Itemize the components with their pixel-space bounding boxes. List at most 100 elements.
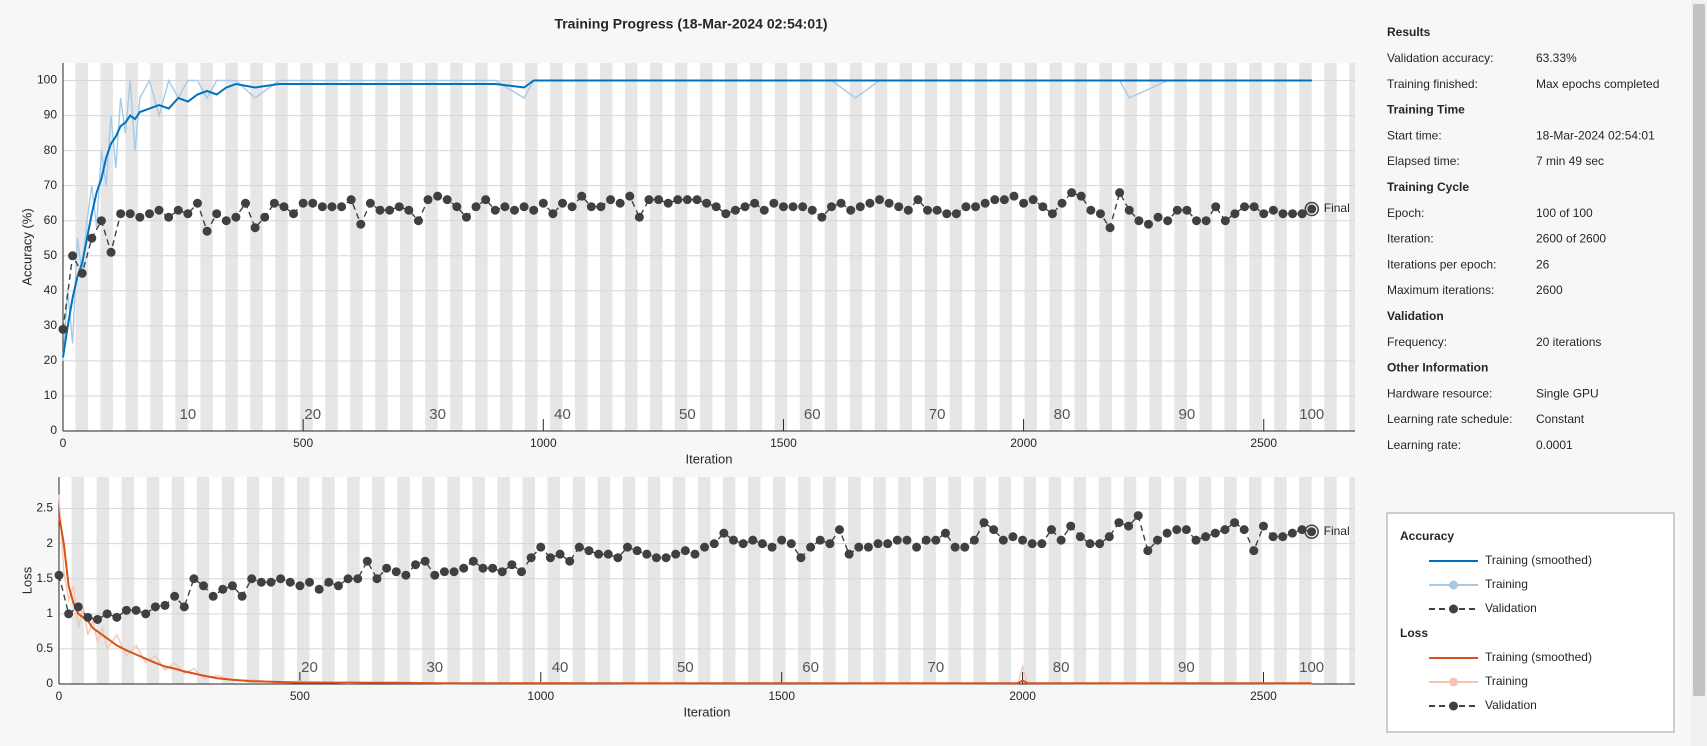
validation-point: [545, 553, 555, 563]
validation-point: [488, 563, 498, 573]
validation-point: [346, 195, 356, 205]
y-tick-label: 60: [44, 213, 58, 227]
validation-point: [394, 202, 404, 212]
epoch-band: [1274, 63, 1287, 431]
epoch-band: [350, 63, 363, 431]
epoch-band: [699, 63, 713, 431]
validation-point: [1018, 535, 1028, 545]
validation-point: [333, 581, 343, 591]
validation-point: [709, 539, 719, 549]
validation-point: [661, 553, 671, 563]
series-line: [62, 79, 1312, 358]
validation-point: [478, 563, 488, 573]
info-label: Learning rate:: [1387, 438, 1461, 452]
validation-point: [989, 525, 999, 535]
validation-point: [1297, 209, 1307, 219]
validation-point: [77, 268, 87, 278]
validation-point: [1287, 528, 1297, 538]
validation-point: [93, 614, 103, 624]
validation-point: [413, 216, 423, 226]
validation-point: [990, 195, 1000, 205]
legend-label: Training (smoothed): [1485, 650, 1592, 664]
validation-point: [961, 202, 971, 212]
validation-point: [815, 535, 825, 545]
validation-point: [594, 549, 604, 559]
validation-point: [420, 556, 430, 566]
validation-point: [529, 205, 539, 215]
validation-point: [227, 581, 237, 591]
validation-point: [740, 202, 750, 212]
epoch-band: [1098, 477, 1112, 684]
epoch-band: [1123, 477, 1137, 684]
validation-point: [411, 560, 421, 570]
epoch-band: [347, 477, 360, 684]
info-value: 100 of 100: [1536, 206, 1593, 220]
validation-point: [337, 202, 347, 212]
y-tick-label: 80: [44, 143, 58, 157]
epoch-label: 30: [429, 406, 446, 423]
epoch-band: [547, 477, 561, 684]
validation-point: [324, 577, 334, 587]
validation-point: [459, 563, 469, 573]
validation-point: [738, 539, 748, 549]
validation-point: [750, 198, 760, 208]
validation-point: [430, 570, 440, 580]
validation-point: [1191, 535, 1201, 545]
validation-point: [577, 191, 587, 201]
epoch-band: [550, 63, 563, 431]
info-label: Iterations per epoch:: [1387, 257, 1496, 271]
epoch-band: [1024, 63, 1038, 431]
validation-point: [932, 205, 942, 215]
validation-point: [892, 535, 902, 545]
info-value: Max epochs completed: [1536, 77, 1659, 91]
validation-point: [276, 574, 286, 584]
epoch-band: [225, 63, 238, 431]
validation-point: [757, 539, 767, 549]
validation-point: [423, 195, 433, 205]
validation-point: [536, 542, 546, 552]
validation-point: [1249, 202, 1259, 212]
epoch-band: [774, 63, 788, 431]
validation-point: [212, 209, 222, 219]
epoch-band: [747, 477, 761, 684]
validation-point: [558, 198, 568, 208]
epoch-band: [773, 477, 786, 684]
info-value: Constant: [1536, 412, 1585, 426]
legend-marker: [1449, 580, 1458, 590]
epoch-band: [221, 477, 235, 684]
epoch-band: [175, 63, 188, 431]
epoch-band: [400, 63, 413, 431]
section-heading: Results: [1387, 25, 1431, 39]
page-title: Training Progress (18-Mar-2024 02:54:01): [554, 16, 827, 32]
validation-point: [1172, 205, 1182, 215]
validation-point: [471, 202, 481, 212]
validation-point: [980, 198, 990, 208]
validation-point: [960, 542, 970, 552]
section-heading: Training Cycle: [1387, 180, 1469, 194]
scrollbar-thumb[interactable]: [1693, 4, 1705, 696]
validation-point: [106, 247, 116, 257]
validation-point: [183, 209, 193, 219]
validation-point: [1230, 518, 1240, 528]
validation-point: [308, 198, 318, 208]
validation-point: [951, 209, 961, 219]
epoch-label: 70: [928, 659, 945, 676]
validation-point: [1307, 527, 1317, 537]
validation-point: [160, 600, 170, 610]
validation-point: [798, 202, 808, 212]
validation-point: [730, 205, 740, 215]
epoch-band: [973, 477, 986, 684]
epoch-band: [150, 63, 163, 431]
validation-point: [269, 198, 279, 208]
legend-box: [1386, 512, 1675, 733]
validation-point: [884, 198, 894, 208]
y-tick-label: 30: [44, 318, 58, 332]
section-heading: Other Information: [1387, 361, 1488, 375]
validation-point: [1258, 521, 1268, 531]
validation-point: [353, 574, 363, 584]
validation-point: [116, 209, 126, 219]
validation-point: [1095, 209, 1105, 219]
epoch-band: [572, 477, 586, 684]
epoch-band: [1124, 63, 1137, 431]
